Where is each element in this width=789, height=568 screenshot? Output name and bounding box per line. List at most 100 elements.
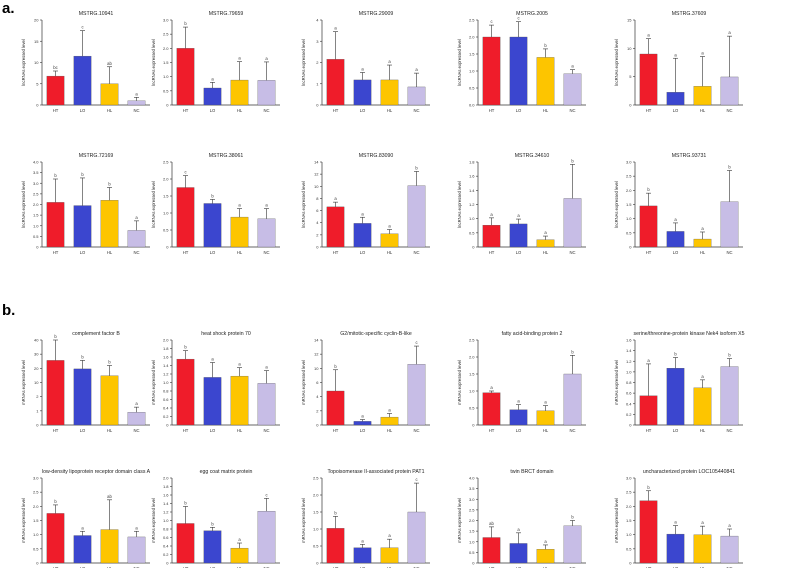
y-tick-label: 1.4 — [163, 501, 169, 506]
x-tick-label: NC — [726, 428, 732, 433]
x-tick-label: HT — [489, 250, 495, 255]
x-tick-label: HT — [53, 250, 59, 255]
chart-title: Topoisomerase II-associated protein PAT1 — [328, 469, 425, 475]
x-tick-label: HT — [333, 250, 339, 255]
bar — [693, 534, 712, 564]
y-tick-label: 3.0 — [626, 476, 632, 481]
bar — [536, 410, 555, 426]
y-tick-label: 14 — [314, 160, 319, 165]
y-tick-label: 1.2 — [163, 372, 169, 377]
y-tick-label: 1.2 — [626, 359, 632, 364]
y-tick-label: 15 — [627, 18, 632, 23]
x-tick-label: LO — [360, 108, 366, 113]
y-tick-label: 1.6 — [163, 493, 169, 498]
significance-letter: b — [544, 43, 547, 48]
bar — [639, 53, 658, 106]
y-tick-label: 1.2 — [469, 202, 475, 207]
bar — [407, 364, 426, 426]
x-tick-label: NC — [413, 250, 419, 255]
y-tick-label: 0.6 — [626, 391, 632, 396]
significance-letter: a — [517, 399, 520, 404]
x-tick-label: NC — [413, 108, 419, 113]
bar — [176, 48, 195, 106]
x-tick-label: LO — [360, 250, 366, 255]
x-tick-label: HL — [543, 428, 549, 433]
x-tick-label: HT — [183, 428, 189, 433]
y-tick-label: 1.0 — [469, 69, 475, 74]
x-tick-label: NC — [263, 566, 269, 568]
chart-title: uncharacterized protein LOC105440841 — [643, 469, 735, 475]
bar — [46, 513, 65, 564]
y-tick-label: 3.5 — [33, 170, 39, 175]
y-tick-label: 2 — [316, 232, 319, 237]
significance-letter: b — [415, 165, 418, 170]
chart-panel: fatty acid-binding protein 2 mRNAs expres… — [457, 331, 586, 433]
significance-letter: a — [135, 91, 138, 96]
y-tick-label: 0.0 — [469, 103, 475, 108]
bar — [536, 239, 555, 248]
y-tick-label: 20 — [34, 366, 39, 371]
y-tick-label: 2.0 — [469, 518, 475, 523]
bar — [509, 543, 528, 564]
x-tick-label: HL — [107, 108, 113, 113]
significance-letter: c — [517, 16, 519, 21]
significance-letter: a — [211, 76, 214, 81]
significance-letter: a — [647, 358, 650, 363]
bar — [407, 86, 426, 106]
chart-title: MSTRG.83090 — [359, 153, 394, 159]
x-tick-label: HT — [53, 566, 59, 568]
bar — [380, 547, 399, 564]
y-tick-label: 2.5 — [33, 191, 39, 196]
bar — [693, 86, 712, 106]
x-tick-label: NC — [133, 428, 139, 433]
y-axis-label: mRNAs expressed level — [457, 498, 462, 543]
y-tick-label: 5 — [36, 81, 39, 86]
y-tick-label: 2.0 — [626, 188, 632, 193]
bar — [720, 366, 739, 426]
y-tick-label: 0.5 — [163, 228, 169, 233]
bar — [326, 390, 345, 426]
y-tick-label: 2.5 — [469, 507, 475, 512]
bar — [509, 223, 528, 248]
y-axis-label: lncRNAs expressed level — [301, 181, 306, 228]
y-tick-label: 10 — [314, 366, 319, 371]
y-tick-label: 0 — [629, 103, 632, 108]
significance-letter: a — [238, 362, 241, 367]
y-tick-label: 0 — [316, 561, 319, 566]
bar — [353, 223, 372, 248]
y-axis-label: mRNAs expressed level — [457, 360, 462, 405]
chart-title: G2/mitotic-specific cyclin-B-like — [340, 331, 412, 337]
y-tick-label: 2.5 — [469, 338, 475, 343]
y-tick-label: 0.5 — [33, 234, 39, 239]
significance-letter: a — [265, 203, 268, 208]
x-tick-label: HL — [237, 428, 243, 433]
y-tick-label: 1.6 — [469, 174, 475, 179]
bar — [639, 395, 658, 426]
y-tick-label: 1.5 — [469, 529, 475, 534]
x-tick-label: HL — [700, 428, 706, 433]
bar — [230, 216, 249, 248]
significance-letter: a — [674, 52, 677, 57]
significance-letter: c — [415, 340, 417, 345]
chart-panel: twin BRCT domain mRNAs expressed level 0 0.… — [457, 469, 586, 568]
significance-letter: a — [265, 56, 268, 61]
y-tick-label: 1.5 — [626, 518, 632, 523]
y-tick-label: 2.0 — [469, 355, 475, 360]
significance-letter: a — [334, 26, 337, 31]
chart-panel: low-density lipoprotein receptor domain … — [21, 469, 151, 568]
y-tick-label: 1.0 — [163, 74, 169, 79]
x-tick-label: NC — [726, 566, 732, 568]
significance-letter: a — [490, 385, 493, 390]
significance-letter: a — [701, 226, 704, 231]
y-tick-label: 1.4 — [469, 188, 475, 193]
bar — [720, 201, 739, 248]
significance-letter: b — [211, 193, 214, 198]
bar — [257, 383, 276, 426]
chart-title: low-density lipoprotein receptor domain … — [42, 469, 151, 475]
y-tick-label: 1.5 — [163, 60, 169, 65]
x-tick-label: HL — [387, 428, 393, 433]
y-tick-label: 4 — [316, 220, 319, 225]
x-tick-label: NC — [133, 566, 139, 568]
y-tick-label: 0 — [472, 423, 475, 428]
